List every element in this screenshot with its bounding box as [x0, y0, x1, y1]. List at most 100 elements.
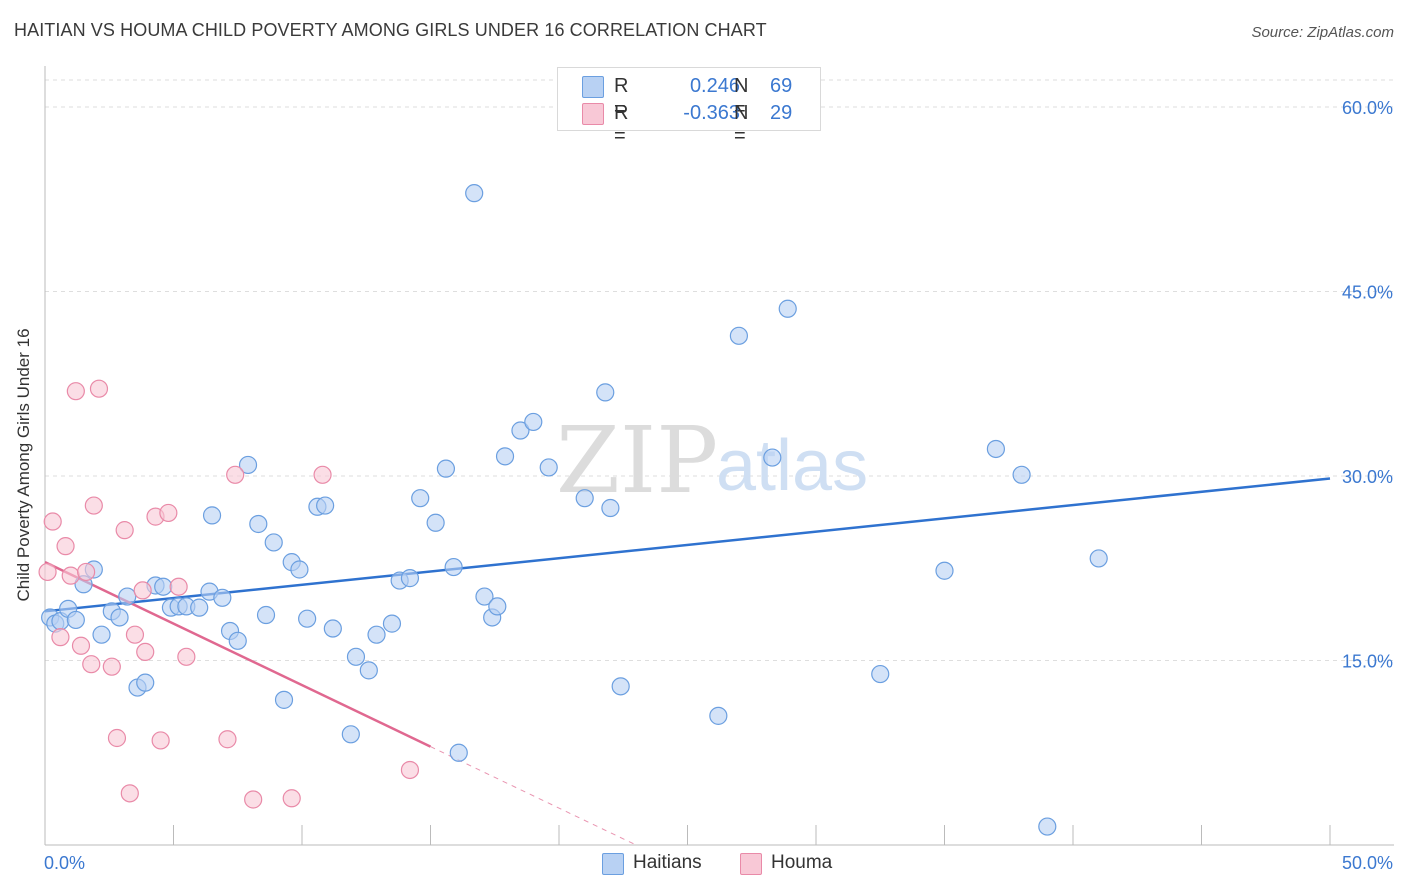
legend-n-value: 69	[770, 75, 793, 97]
data-point-haitians	[382, 614, 402, 633]
data-point-houma	[84, 496, 103, 515]
legend-n-value: 29	[770, 102, 793, 124]
data-point-houma	[244, 790, 263, 809]
legend-n-label: N =	[734, 102, 749, 147]
y-tick-label: 30.0%	[1342, 467, 1393, 487]
data-point-haitians	[539, 458, 558, 477]
data-point-haitians	[465, 184, 484, 203]
legend-r-value: 0.246	[689, 75, 740, 97]
data-point-houma	[133, 581, 152, 600]
data-point-houma	[71, 636, 91, 655]
data-point-houma	[218, 730, 237, 749]
data-point-haitians	[601, 498, 620, 518]
data-point-haitians	[298, 609, 317, 628]
bottom-legend-swatch-houma	[740, 853, 762, 875]
data-point-haitians	[871, 664, 890, 684]
data-point-haitians	[449, 743, 468, 762]
data-point-houma	[177, 647, 196, 666]
data-point-haitians	[228, 631, 247, 650]
data-point-haitians	[426, 513, 445, 532]
data-point-haitians	[118, 587, 137, 606]
legend-n-label: N =	[734, 75, 749, 120]
bottom-legend-swatch-haitians	[602, 853, 624, 875]
data-point-haitians	[190, 598, 209, 617]
data-point-haitians	[274, 690, 294, 709]
data-point-haitians	[411, 489, 430, 508]
y-tick-label: 15.0%	[1342, 652, 1393, 672]
trend-lines	[44, 477, 1331, 846]
data-point-haitians	[763, 448, 782, 467]
legend-swatch-houma	[582, 103, 604, 125]
data-point-haitians	[611, 677, 630, 696]
data-point-houma	[226, 465, 245, 484]
data-point-haitians	[92, 625, 111, 644]
grid-lines	[45, 79, 1394, 662]
bottom-legend-label-houma: Houma	[771, 852, 833, 873]
data-point-haitians	[316, 496, 335, 515]
data-point-haitians	[444, 557, 463, 577]
chart-source: Source: ZipAtlas.com	[1251, 24, 1394, 41]
data-point-haitians	[238, 455, 258, 475]
trend-line-haitians	[44, 477, 1331, 613]
data-point-houma	[400, 760, 420, 780]
data-point-haitians	[935, 561, 954, 580]
data-point-haitians	[778, 299, 797, 318]
watermark-atlas: atlas	[716, 426, 868, 506]
data-point-houma	[82, 655, 101, 674]
trend-line-houma	[44, 560, 432, 748]
data-point-haitians	[367, 625, 386, 644]
data-point-houma	[282, 789, 301, 808]
data-point-haitians	[986, 439, 1006, 459]
chart-title: HAITIAN VS HOUMA CHILD POVERTY AMONG GIR…	[14, 20, 767, 40]
data-point-haitians	[436, 459, 456, 478]
data-point-haitians	[359, 661, 378, 680]
data-point-haitians	[1089, 549, 1108, 568]
data-point-houma	[61, 566, 80, 585]
data-point-haitians	[511, 421, 530, 440]
data-point-haitians	[729, 326, 749, 345]
data-point-haitians	[136, 673, 155, 692]
data-point-haitians	[524, 412, 543, 432]
data-point-haitians	[323, 619, 342, 638]
data-point-haitians	[249, 514, 268, 534]
bottom-legend-label-haitians: Haitians	[633, 852, 702, 873]
watermark: ZIP atlas	[556, 407, 868, 514]
y-tick-label: 60.0%	[1342, 98, 1393, 118]
data-point-houma	[89, 379, 109, 398]
data-point-houma	[38, 562, 57, 582]
data-point-houma	[115, 521, 134, 540]
y-tick-label: 45.0%	[1342, 283, 1393, 303]
data-point-haitians	[475, 587, 494, 606]
data-point-houma	[136, 642, 155, 662]
axes	[44, 66, 1394, 846]
y-axis-label: Child Poverty Among Girls Under 16	[14, 328, 33, 602]
data-point-haitians	[154, 577, 173, 596]
data-point-haitians	[256, 605, 276, 625]
data-point-houma	[43, 512, 62, 531]
data-point-houma	[56, 537, 75, 556]
data-point-haitians	[1038, 817, 1057, 836]
data-point-haitians	[575, 489, 594, 508]
data-point-houma	[151, 731, 170, 750]
data-point-haitians	[488, 597, 507, 616]
data-point-haitians	[264, 533, 283, 552]
data-points	[38, 184, 1108, 836]
tick-labels: 15.0% 30.0% 45.0% 60.0% 0.0% 50.0%	[44, 98, 1393, 873]
data-point-houma	[313, 465, 332, 484]
data-point-haitians	[110, 608, 129, 627]
data-point-haitians	[400, 569, 420, 588]
legend-r-label: R =	[614, 75, 629, 120]
data-point-houma	[66, 382, 85, 401]
data-point-haitians	[213, 588, 232, 607]
data-point-haitians	[495, 447, 515, 466]
trend-line-dashed-houma	[430, 746, 637, 846]
data-point-haitians	[1012, 465, 1031, 484]
legend-r-value: -0.363	[683, 102, 740, 124]
data-point-haitians	[346, 647, 366, 666]
data-point-haitians	[341, 725, 360, 744]
data-point-haitians	[202, 506, 222, 525]
data-point-houma	[120, 784, 139, 803]
data-point-houma	[77, 562, 96, 582]
x-tick-label: 0.0%	[44, 853, 85, 873]
